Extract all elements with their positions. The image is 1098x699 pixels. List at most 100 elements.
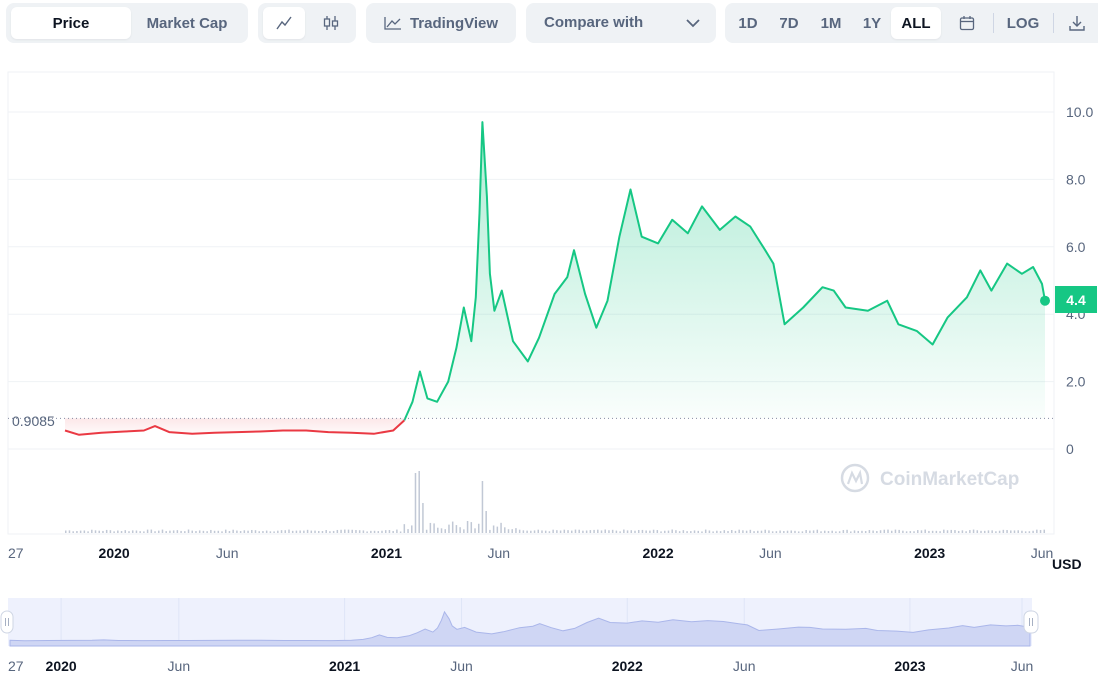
download-button[interactable] xyxy=(1059,7,1095,39)
range-all[interactable]: ALL xyxy=(891,7,941,39)
volume-bar xyxy=(1002,529,1005,533)
price-chart[interactable]: 10.0 8.0 6.0 4.0 2.0 0 27 2020 Jun 2021 Jun 2022 Ju… xyxy=(0,60,1098,580)
volume-bar xyxy=(559,530,562,533)
volume-bar xyxy=(619,531,621,533)
volume-bar xyxy=(210,529,212,533)
volume-bar xyxy=(533,530,536,533)
volume-bar xyxy=(556,530,558,533)
volume-bar xyxy=(812,530,815,533)
volume-bar xyxy=(526,530,528,533)
volume-bar xyxy=(113,531,115,533)
current-price-label: 4.4 xyxy=(1066,292,1086,308)
volume-bar xyxy=(604,529,606,533)
volume-bar xyxy=(474,528,476,533)
volume-bar xyxy=(835,531,837,533)
navigator-right-handle-body xyxy=(1023,610,1039,634)
range-1m[interactable]: 1M xyxy=(820,14,842,32)
volume-bar xyxy=(1024,531,1027,533)
volume-bar xyxy=(440,528,443,533)
compare-label: Compare with xyxy=(544,14,644,31)
tradingview-button[interactable]: TradingView xyxy=(370,7,512,39)
navigator-left-handle[interactable] xyxy=(0,610,14,634)
tab-price[interactable]: Price xyxy=(11,7,131,39)
x-tick-label: 2022 xyxy=(642,545,673,561)
range-7d[interactable]: 7D xyxy=(779,14,799,32)
volume-bar xyxy=(846,529,848,533)
volume-bar xyxy=(154,531,156,533)
volume-bar xyxy=(258,531,260,533)
volume-bar xyxy=(1036,529,1038,533)
volume-bar xyxy=(102,530,104,533)
navigator-svg: 27 2020 Jun 2021 Jun 2022 Jun 2023 Jun xyxy=(0,598,1039,674)
volume-bar xyxy=(306,529,309,533)
volume-bar xyxy=(801,531,804,533)
volume-bar xyxy=(615,530,618,533)
volume-bar xyxy=(987,530,990,533)
volume-bar xyxy=(425,529,428,533)
current-price-tag: 4.4 xyxy=(1040,286,1097,313)
volume-bar xyxy=(515,528,517,533)
volume-bar xyxy=(213,530,216,533)
navigator-right-handle[interactable] xyxy=(1023,610,1039,634)
x-tick-label: Jun xyxy=(759,545,782,561)
line-chart-button[interactable] xyxy=(263,7,305,39)
volume-bar xyxy=(1010,530,1012,533)
volume-bar xyxy=(820,531,822,533)
log-scale-button[interactable]: LOG xyxy=(1006,14,1040,32)
currency-label: USD xyxy=(1052,556,1082,572)
volume-bar xyxy=(853,530,856,533)
calendar-icon xyxy=(959,16,975,31)
download-icon xyxy=(1069,16,1085,31)
volume-bar xyxy=(980,530,982,533)
range-1d[interactable]: 1D xyxy=(738,14,758,32)
candlestick-button[interactable] xyxy=(310,7,352,39)
volume-bar xyxy=(198,530,201,533)
volume-bar xyxy=(251,529,253,533)
volume-bar xyxy=(500,522,502,533)
y-tick-label: 0 xyxy=(1066,441,1074,457)
volume-bar xyxy=(883,529,886,533)
volume-bar xyxy=(667,530,670,533)
volume-bar xyxy=(753,531,755,533)
volume-bar xyxy=(221,531,223,533)
volume-bar xyxy=(291,530,294,533)
volume-bar xyxy=(358,530,361,533)
volume-bar xyxy=(247,530,249,533)
navigator-left-handle-body xyxy=(0,610,14,634)
navigator-x-tick-label: Jun xyxy=(733,658,756,674)
volume-bar xyxy=(600,530,603,533)
volume-bar xyxy=(656,530,659,533)
compare-dropdown[interactable]: Compare with xyxy=(526,3,716,43)
volume-bar xyxy=(950,529,952,533)
range-navigator[interactable]: 27 2020 Jun 2021 Jun 2022 Jun 2023 Jun xyxy=(0,596,1098,694)
range-1y[interactable]: 1Y xyxy=(862,14,882,32)
volume-bar xyxy=(161,529,164,533)
tab-market-cap[interactable]: Market Cap xyxy=(146,14,228,32)
volume-bar xyxy=(109,530,112,533)
volume-bar xyxy=(444,529,446,533)
y-tick-label: 8.0 xyxy=(1066,171,1086,187)
y-tick-label: 10.0 xyxy=(1066,104,1093,120)
volume-bar xyxy=(727,531,729,533)
calendar-button[interactable] xyxy=(947,7,987,39)
volume-bar xyxy=(723,530,726,533)
volume-bar xyxy=(998,530,1001,533)
volume-bar xyxy=(228,531,231,533)
volume-bar xyxy=(165,531,167,533)
volume-bar xyxy=(537,529,540,533)
volume-bar xyxy=(124,530,127,533)
volume-bar xyxy=(277,530,279,533)
volume-bar xyxy=(295,530,298,533)
volume-bar xyxy=(87,531,89,533)
coinmarketcap-logo-icon xyxy=(840,463,870,493)
volume-bar xyxy=(1028,531,1031,533)
volume-bar xyxy=(451,521,454,533)
volume-bar xyxy=(850,531,852,533)
volume-bar xyxy=(169,530,171,533)
volume-bar xyxy=(972,529,975,533)
volume-bar xyxy=(128,531,130,533)
volume-bar xyxy=(366,531,368,533)
volume-bar xyxy=(224,529,227,533)
volume-bar xyxy=(172,530,175,533)
volume-bar xyxy=(794,530,796,533)
